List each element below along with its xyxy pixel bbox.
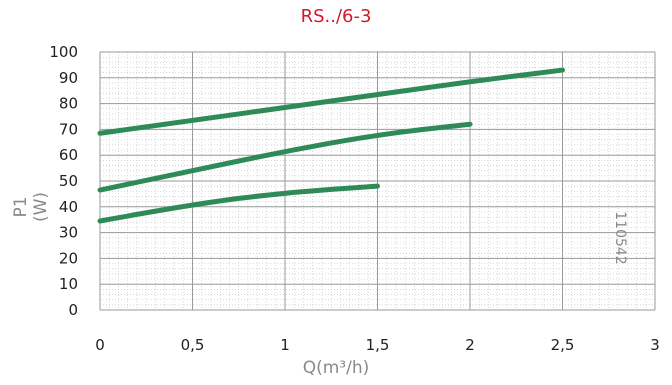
x-tick-label: 3 <box>650 336 660 354</box>
y-tick-label: 10 <box>59 275 78 293</box>
x-tick-labels: 0 0,5 1 1,5 2 2,5 3 <box>95 336 660 354</box>
y-tick-label: 60 <box>59 146 78 164</box>
x-tick-label: 1,5 <box>366 336 390 354</box>
x-tick-label: 0 <box>95 336 105 354</box>
figure-code-annotation: 110542 <box>612 211 628 265</box>
series-line-3 <box>97 183 380 224</box>
series-line-2 <box>97 121 473 193</box>
x-tick-label: 1 <box>280 336 290 354</box>
y-tick-label: 20 <box>59 249 78 267</box>
y-tick-label: 30 <box>59 224 78 242</box>
y-tick-label: 70 <box>59 120 78 138</box>
y-tick-label: 50 <box>59 172 78 190</box>
x-tick-label: 0,5 <box>181 336 205 354</box>
y-tick-label: 0 <box>68 301 78 319</box>
y-tick-label: 40 <box>59 198 78 216</box>
y-tick-label: 100 <box>49 43 78 61</box>
x-tick-label: 2 <box>465 336 475 354</box>
y-tick-labels: 0 10 20 30 40 50 60 70 80 90 100 <box>49 43 78 319</box>
series-line-1 <box>97 67 565 136</box>
x-tick-label: 2,5 <box>551 336 575 354</box>
chart-title: RS../6-3 <box>300 6 372 27</box>
y-tick-label: 90 <box>59 69 78 87</box>
major-grid <box>99 51 656 311</box>
y-tick-label: 80 <box>59 95 78 113</box>
x-axis-label: Q(m³/h) <box>302 358 370 378</box>
y-axis-label: P1 (W) <box>11 191 51 223</box>
series-layer <box>97 67 565 224</box>
